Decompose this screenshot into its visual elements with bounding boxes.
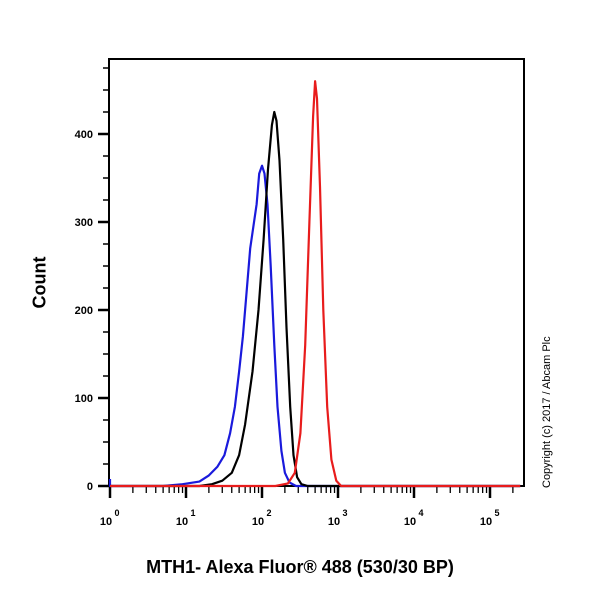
svg-text:2: 2 — [266, 508, 271, 518]
svg-text:5: 5 — [494, 508, 499, 518]
x-tick-label: 10 — [176, 516, 188, 528]
y-tick-label: 400 — [75, 129, 93, 141]
y-tick-label: 300 — [75, 217, 93, 229]
x-tick-label: 10 — [100, 516, 112, 528]
svg-text:3: 3 — [342, 508, 347, 518]
y-axis-label: Count — [29, 256, 50, 309]
x-tick-label: 10 — [480, 516, 492, 528]
series-red — [110, 80, 521, 488]
series-blue — [108, 164, 521, 488]
data-series — [108, 80, 521, 488]
x-axis-label: MTH1- Alexa Fluor® 488 (530/30 BP) — [146, 557, 454, 577]
x-tick-label: 10 — [252, 516, 264, 528]
copyright-annotation: Copyright (c) 2017 / Abcam Plc — [541, 336, 553, 488]
svg-text:4: 4 — [418, 508, 423, 518]
x-tick-label: 10 — [328, 516, 340, 528]
y-tick-label: 200 — [75, 305, 93, 317]
svg-text:1: 1 — [190, 508, 195, 518]
x-tick-label: 10 — [404, 516, 416, 528]
series-black — [110, 110, 521, 488]
y-tick-label: 100 — [75, 393, 93, 405]
y-tick-label: 0 — [87, 481, 93, 493]
y-axis: 0 100 200 300 400 — [75, 67, 109, 493]
plot-frame — [108, 58, 525, 487]
svg-text:0: 0 — [114, 508, 119, 518]
